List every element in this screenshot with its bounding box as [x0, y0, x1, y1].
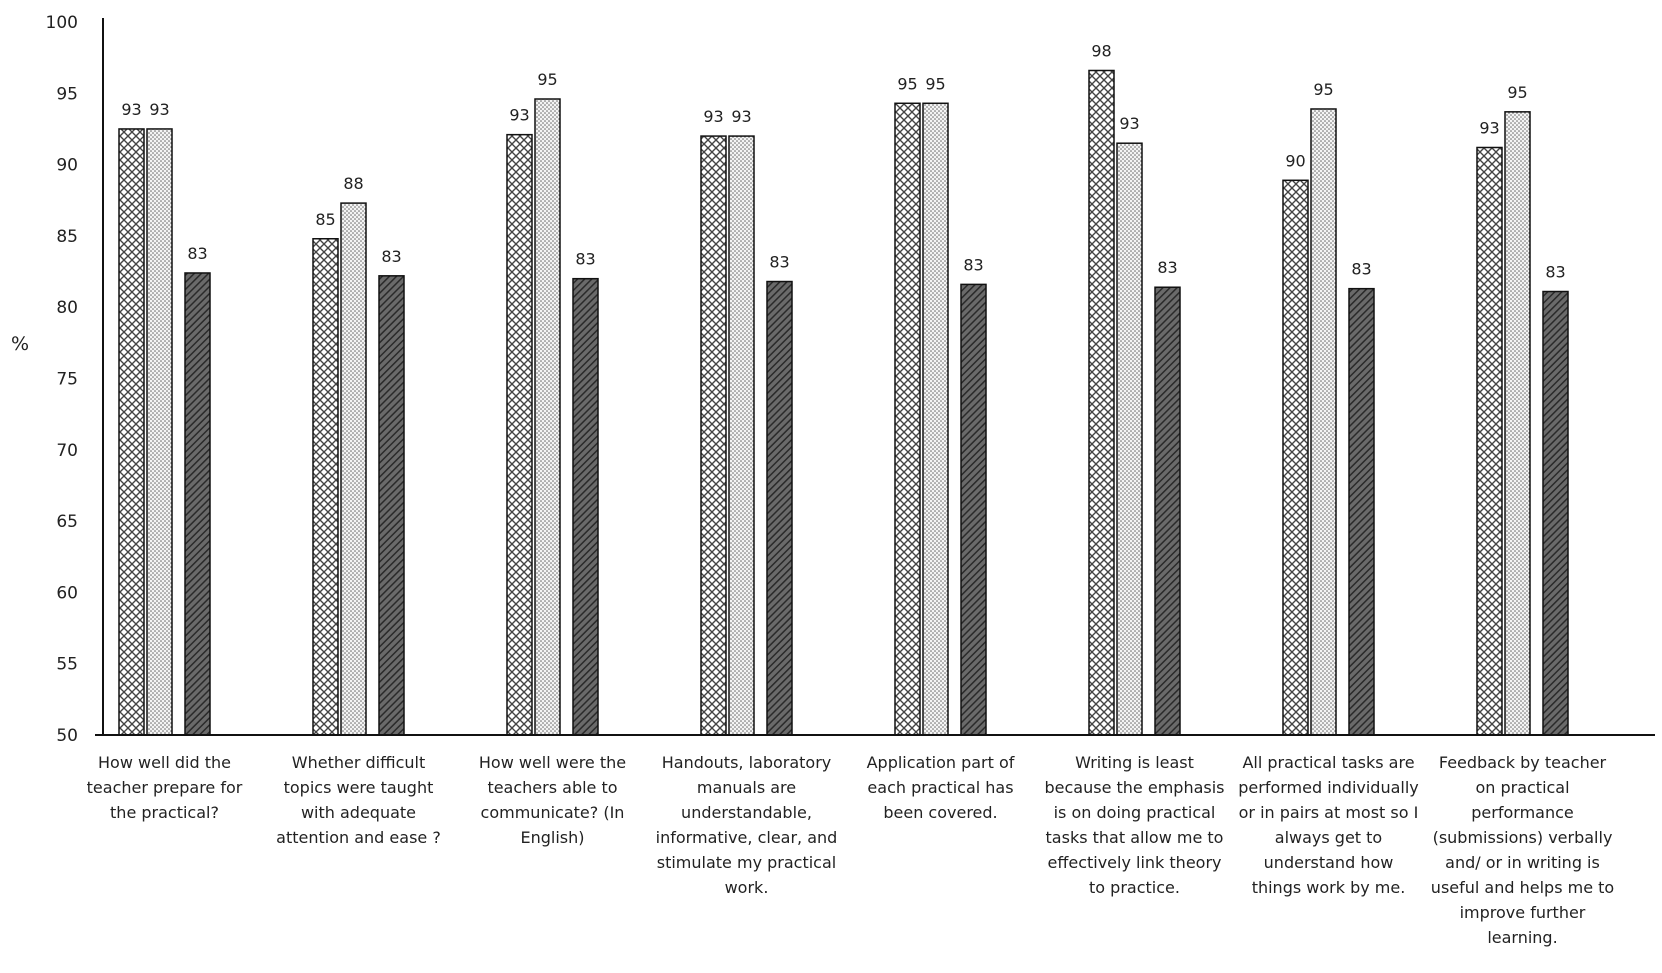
bar: [534, 98, 561, 736]
data-label: 95: [925, 74, 945, 93]
bar: [700, 135, 727, 736]
y-axis-ticks: 50 55 60 65 70 75 80 85 90 95 100: [46, 13, 78, 746]
data-label: 93: [731, 107, 751, 126]
y-tick-label: 100: [46, 13, 78, 33]
bar: [1088, 69, 1115, 736]
data-label: 85: [315, 210, 335, 229]
data-label: 93: [1119, 114, 1139, 133]
category-label: How well did the teacher prepare for the p…: [87, 753, 243, 822]
bar: [894, 102, 921, 736]
y-tick-label: 90: [56, 156, 78, 176]
bar: [146, 128, 173, 736]
data-label: 93: [121, 100, 141, 119]
bar: [1542, 290, 1569, 736]
data-label: 83: [1157, 258, 1177, 277]
category-label: Whether difficult topics were taught with …: [276, 753, 441, 847]
category-label: Feedback by teacher on practical performan…: [1431, 753, 1614, 947]
data-label: 95: [1507, 83, 1527, 102]
category-label: Handouts, laboratory manuals are understan…: [656, 753, 838, 897]
data-label: 83: [381, 247, 401, 266]
data-label: 88: [343, 174, 363, 193]
data-label: 93: [509, 106, 529, 125]
bars: [118, 69, 1569, 736]
y-tick-label: 65: [56, 512, 78, 532]
data-label: 95: [1313, 80, 1333, 99]
category-label: How well were the teachers able to communi…: [479, 753, 626, 847]
bar: [1282, 179, 1309, 736]
bar: [1154, 286, 1181, 736]
data-label: 93: [1479, 118, 1499, 137]
bar: [728, 135, 755, 736]
bar: [922, 102, 949, 736]
bar: [1348, 287, 1375, 736]
data-label: 98: [1091, 41, 1111, 60]
data-label: 83: [1351, 260, 1371, 279]
y-tick-label: 80: [56, 298, 78, 318]
data-label: 83: [1545, 263, 1565, 282]
y-tick-label: 55: [56, 655, 78, 675]
category-label: All practical tasks are performed individ…: [1238, 753, 1419, 897]
data-label: 95: [897, 74, 917, 93]
y-tick-label: 85: [56, 227, 78, 247]
bar: [1504, 111, 1531, 736]
bar: [572, 277, 599, 736]
y-tick-label: 75: [56, 370, 78, 390]
data-labels: 93 93 83 85 88 83 93 95 83 93 93 83 95 95 83 98 93 83 90 95…: [121, 41, 1565, 281]
bar: [766, 280, 793, 736]
bar: [960, 283, 987, 736]
bar: [312, 238, 339, 736]
data-label: 83: [575, 250, 595, 269]
bar: [1116, 142, 1143, 736]
category-labels: How well did the teacher prepare for the p…: [87, 753, 1615, 947]
category-label: Writing is least because the emphasis is o…: [1045, 753, 1225, 897]
bar: [184, 272, 211, 736]
y-axis-label: %: [11, 333, 29, 355]
data-label: 83: [769, 253, 789, 272]
y-tick-label: 50: [56, 726, 78, 746]
bar: [1310, 108, 1337, 736]
category-label: Application part of each practical has bee…: [867, 753, 1015, 822]
data-label: 83: [187, 244, 207, 263]
data-label: 93: [149, 100, 169, 119]
y-tick-label: 70: [56, 441, 78, 461]
data-label: 93: [703, 107, 723, 126]
data-label: 95: [537, 70, 557, 89]
bar: [506, 133, 533, 736]
bar: [1476, 146, 1503, 736]
y-tick-label: 95: [56, 84, 78, 104]
bar: [340, 202, 367, 736]
bar: [378, 275, 405, 736]
data-label: 90: [1285, 151, 1305, 170]
bar: [118, 128, 145, 736]
y-tick-label: 60: [56, 583, 78, 603]
data-label: 83: [963, 255, 983, 274]
